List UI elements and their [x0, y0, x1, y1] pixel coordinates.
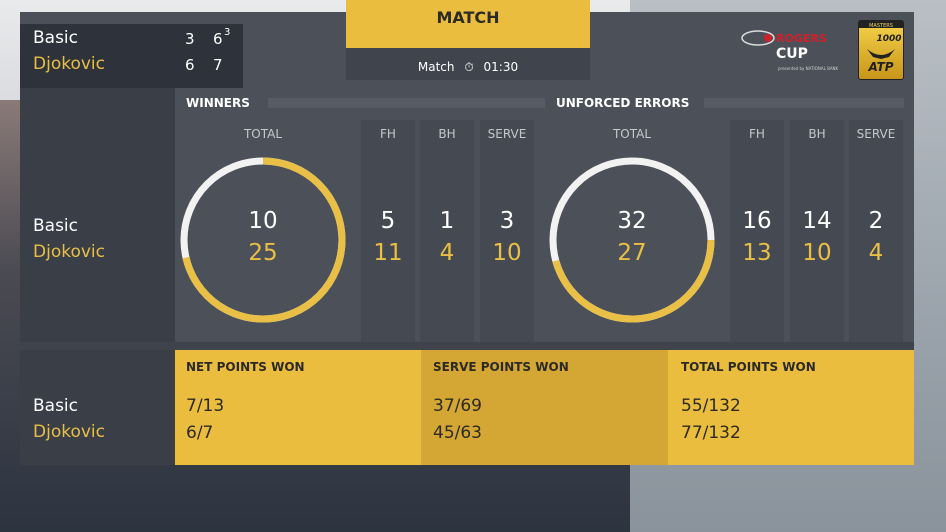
column-label: FH — [380, 127, 396, 141]
header-title: MATCH — [346, 0, 590, 48]
column-label: BH — [438, 127, 456, 141]
scoreboard: Basic Djokovic 3 6 3 6 7 — [20, 24, 243, 88]
column-label: SERVE — [856, 127, 896, 141]
svg-text:MASTERS: MASTERS — [869, 23, 893, 29]
divider — [268, 98, 545, 108]
svg-text:ROGERS: ROGERS — [776, 32, 827, 45]
p2-value: 10 — [492, 240, 522, 266]
stat-label: SERVE POINTS WON — [433, 360, 569, 374]
p1-set1: 3 — [185, 30, 195, 48]
errors-total-p1: 32 — [617, 208, 647, 234]
column-label: SERVE — [487, 127, 527, 141]
p1-value: 2 — [868, 208, 884, 234]
match-duration: Match ⏱ 01:30 — [346, 48, 590, 80]
column-label: FH — [749, 127, 765, 141]
svg-text:CUP: CUP — [776, 46, 808, 62]
winners-ring — [180, 157, 346, 323]
stopwatch-icon: ⏱ — [464, 60, 474, 74]
svg-text:ATP: ATP — [867, 60, 893, 74]
winners-total-p2: 25 — [248, 240, 278, 266]
serve-points-won: SERVE POINTS WON 37/69 45/63 — [421, 350, 668, 465]
p2-value: 77/132 — [681, 423, 741, 443]
p1-set2: 6 — [213, 30, 223, 48]
atp-masters-logo: MASTERS 1000 ATP — [858, 20, 904, 80]
errors-serve-column: SERVE 2 4 — [849, 120, 903, 342]
ring-player2 — [182, 157, 346, 323]
player2-name: Djokovic — [33, 422, 105, 442]
winners-total-label: TOTAL — [243, 127, 283, 141]
ring-player2 — [552, 239, 715, 323]
player1-name: Basic — [33, 28, 79, 48]
player1-name: Basic — [33, 216, 79, 236]
p1-value: 14 — [802, 208, 832, 234]
total-points-won: TOTAL POINTS WON 55/132 77/132 — [668, 350, 914, 465]
errors-fh-column: FH 16 13 — [730, 120, 784, 342]
divider — [704, 98, 904, 108]
p2-set2: 7 — [213, 56, 223, 74]
player1-name: Basic — [33, 396, 79, 416]
divider — [20, 342, 914, 350]
duration-label: Match — [417, 60, 455, 74]
p2-value: 4 — [439, 240, 455, 266]
duration-value: 01:30 — [483, 60, 519, 74]
p1-value: 3 — [499, 208, 515, 234]
p2-value: 13 — [742, 240, 772, 266]
svg-text:presented by NATIONAL BANK: presented by NATIONAL BANK — [778, 66, 839, 71]
errors-total-p2: 27 — [617, 240, 647, 266]
p1-value: 37/69 — [433, 396, 482, 416]
p1-value: 7/13 — [186, 396, 225, 416]
winners-title: WINNERS — [186, 96, 250, 110]
player2-name: Djokovic — [33, 242, 105, 262]
p1-value: 1 — [439, 208, 455, 234]
p1-tiebreak: 3 — [224, 27, 231, 38]
winners-fh-column: FH 5 11 — [361, 120, 415, 342]
errors-ring — [549, 157, 715, 323]
p1-value: 5 — [380, 208, 396, 234]
player-column — [20, 88, 175, 465]
errors-title: UNFORCED ERRORS — [556, 96, 690, 110]
p1-value: 55/132 — [681, 396, 741, 416]
winners-total-p1: 10 — [248, 208, 278, 234]
p2-value: 4 — [868, 240, 884, 266]
p1-value: 16 — [742, 208, 772, 234]
p2-value: 45/63 — [433, 423, 482, 443]
rogers-cup-logo: ROGERS CUP presented by NATIONAL BANK — [740, 24, 840, 78]
errors-total-label: TOTAL — [612, 127, 652, 141]
player2-name: Djokovic — [33, 54, 105, 74]
winners-serve-column: SERVE 3 10 — [480, 120, 534, 342]
stat-label: NET POINTS WON — [186, 360, 305, 374]
column-label: BH — [808, 127, 826, 141]
p2-value: 10 — [802, 240, 832, 266]
p2-set1: 6 — [185, 56, 195, 74]
stat-label: TOTAL POINTS WON — [681, 360, 816, 374]
p2-value: 11 — [373, 240, 403, 266]
svg-text:1000: 1000 — [876, 34, 901, 44]
net-points-won: NET POINTS WON 7/13 6/7 — [175, 350, 421, 465]
winners-bh-column: BH 1 4 — [420, 120, 474, 342]
errors-bh-column: BH 14 10 — [790, 120, 844, 342]
p2-value: 6/7 — [186, 423, 214, 443]
